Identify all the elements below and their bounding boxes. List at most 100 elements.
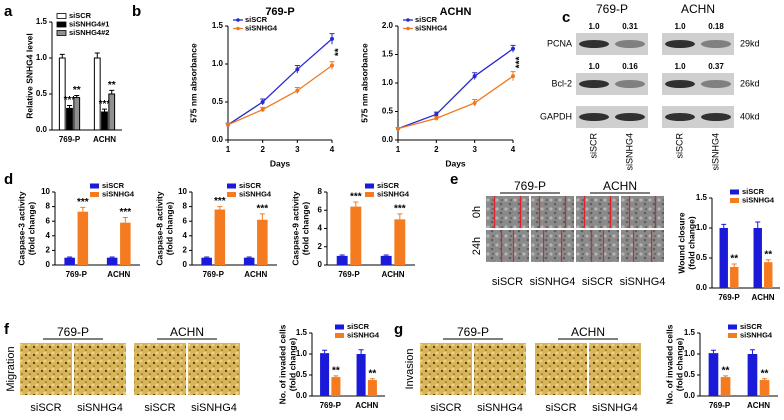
image-lane: siSNHG4 (530, 276, 576, 288)
y-tick-label: 10 (178, 187, 187, 196)
blot-box (662, 33, 734, 55)
bar (336, 255, 348, 265)
error-bar (59, 53, 65, 58)
panel-label: d (4, 171, 13, 188)
y-axis-label: Wound closure (676, 212, 686, 274)
marker (472, 74, 477, 79)
y-axis-label: (fold change) (674, 338, 684, 392)
image-lane: siSNHG4 (620, 276, 666, 288)
legend-swatch (90, 192, 99, 197)
band (665, 40, 695, 48)
image-side: Migration (5, 346, 17, 391)
blot-size: 26kd (740, 78, 760, 88)
y-axis-label: Relative SNHG4 level (24, 33, 34, 119)
y-tick-label: 0.5 (684, 370, 696, 379)
significance: *** (64, 95, 76, 106)
micrograph (576, 196, 619, 228)
x-tick-label: 769-P (338, 270, 360, 279)
y-tick-label: 1.5 (382, 50, 394, 59)
significance: ** (722, 365, 730, 376)
legend-swatch (56, 30, 67, 36)
micrograph (188, 343, 240, 395)
micrograph (74, 343, 126, 395)
y-tick-label: 1.5 (296, 328, 308, 337)
error-bar (80, 206, 86, 212)
y-tick-label: 0 (318, 260, 323, 269)
micrograph (474, 343, 526, 395)
y-axis-label: (fold change) (164, 202, 174, 256)
bar (730, 267, 739, 288)
band (665, 80, 695, 88)
bar (243, 257, 255, 265)
y-tick-label: 1.0 (382, 78, 394, 87)
image-group: 769-P (457, 325, 489, 339)
bar (719, 228, 728, 288)
error-bar (762, 378, 768, 381)
y-axis-label: 575 nm absorbance (188, 43, 198, 123)
legend-label: siSCR (69, 11, 92, 20)
y-tick-label: 1.0 (36, 53, 48, 62)
x-tick-label: 4 (330, 145, 335, 154)
marker (511, 46, 515, 51)
blot-group: ACHN (681, 2, 715, 16)
error-bar (397, 213, 403, 220)
y-tick-label: 0.5 (36, 89, 48, 98)
legend-label: siSNHG4 (245, 23, 278, 32)
y-tick-label: 2 (318, 242, 323, 251)
band (615, 40, 645, 48)
legend-swatch (406, 26, 410, 31)
significance: ** (761, 368, 769, 379)
x-tick-label: 769-P (709, 401, 731, 410)
legend-label: siSNHG4 (742, 195, 775, 204)
line (397, 75, 514, 130)
blot-row-label: Bcl-2 (551, 78, 572, 88)
y-tick-label: 0.0 (696, 283, 708, 292)
legend-label: siSNHG4 (415, 23, 448, 32)
legend-swatch (730, 189, 739, 195)
legend-label: siSCR (742, 187, 765, 196)
legend-label: siSCR (377, 181, 400, 190)
bar (77, 211, 89, 265)
x-tick-label: 1 (226, 145, 231, 154)
x-axis-label: Days (445, 158, 466, 168)
bar (708, 353, 719, 396)
significance: *** (214, 196, 226, 207)
y-axis-label: Caspase-9 activity (290, 191, 300, 265)
y-tick-label: 0.5 (296, 370, 308, 379)
band (579, 40, 609, 48)
legend-label: siSNHG4#1 (69, 19, 109, 28)
legend-swatch (335, 324, 344, 330)
error-bar (765, 259, 771, 263)
band (615, 113, 645, 121)
y-tick-label: 6 (183, 216, 188, 225)
bar (257, 219, 268, 265)
panel-label: c (562, 9, 570, 26)
image-lane: siSNHG4 (191, 402, 237, 414)
micrograph (531, 196, 574, 228)
bar (331, 377, 341, 396)
error-bar (204, 256, 210, 258)
error-bar (109, 256, 115, 258)
significance: *** (515, 57, 526, 69)
legend-swatch (730, 198, 739, 203)
error-bar (721, 223, 727, 228)
y-tick-label: 1.5 (696, 193, 708, 202)
legend-swatch (56, 13, 67, 19)
y-tick-label: 8 (318, 187, 323, 196)
x-tick-label: ACHN (747, 401, 770, 410)
y-tick-label: 1.5 (36, 17, 48, 26)
significance: ** (764, 249, 772, 260)
y-axis-label: 575 nm absorbance (359, 43, 369, 123)
micrograph (531, 230, 574, 262)
y-tick-label: 10 (41, 187, 50, 196)
micrograph (621, 230, 664, 262)
x-tick-label: 769-P (66, 270, 88, 279)
image-lane: siSCR (30, 402, 61, 414)
band-ratio: 1.0 (588, 62, 600, 71)
marker (330, 36, 334, 41)
significance: *** (99, 99, 111, 110)
chart-title: 769-P (265, 6, 294, 18)
y-tick-label: 4 (183, 231, 188, 240)
x-tick-label: ACHN (107, 270, 130, 279)
